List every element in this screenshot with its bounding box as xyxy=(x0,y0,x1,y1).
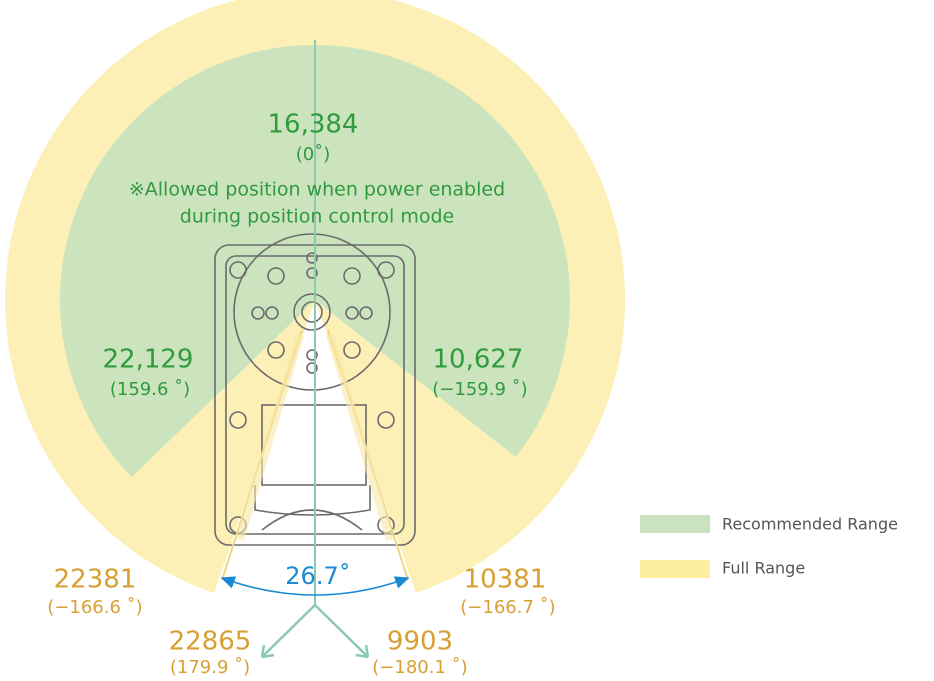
recommended-right-value: 10,627 xyxy=(433,345,524,375)
center-value: 16,384 xyxy=(268,110,359,140)
legend-label: Full Range xyxy=(722,559,805,578)
legend-swatch xyxy=(640,515,710,533)
gap-arc xyxy=(220,576,410,596)
note-line: during position control mode xyxy=(180,206,454,228)
limit-right-angle: (−180.1 ˚) xyxy=(372,657,467,678)
limit-left-value: 22865 xyxy=(169,627,252,657)
full-right-value: 10381 xyxy=(464,565,547,595)
center-angle: (0˚) xyxy=(296,144,331,165)
gap-label: 26.7˚ xyxy=(285,562,350,590)
gap-band xyxy=(326,333,394,542)
full-right-angle: (−166.7 ˚) xyxy=(460,597,555,618)
full-left-value: 22381 xyxy=(54,565,137,595)
limit-left-angle: (179.9 ˚) xyxy=(170,657,250,678)
legend-swatch xyxy=(640,560,710,578)
legend-label: Recommended Range xyxy=(722,515,898,534)
limit-arrows xyxy=(260,604,370,659)
recommended-left-value: 22,129 xyxy=(103,345,194,375)
recommended-left-angle: (159.6 ˚) xyxy=(110,379,190,400)
gap-band xyxy=(236,333,304,542)
full-left-angle: (−166.6 ˚) xyxy=(47,597,142,618)
note-line: ※Allowed position when power enabled xyxy=(129,179,505,201)
recommended-right-angle: (−159.9 ˚) xyxy=(432,379,527,400)
limit-right-value: 9903 xyxy=(387,627,453,657)
